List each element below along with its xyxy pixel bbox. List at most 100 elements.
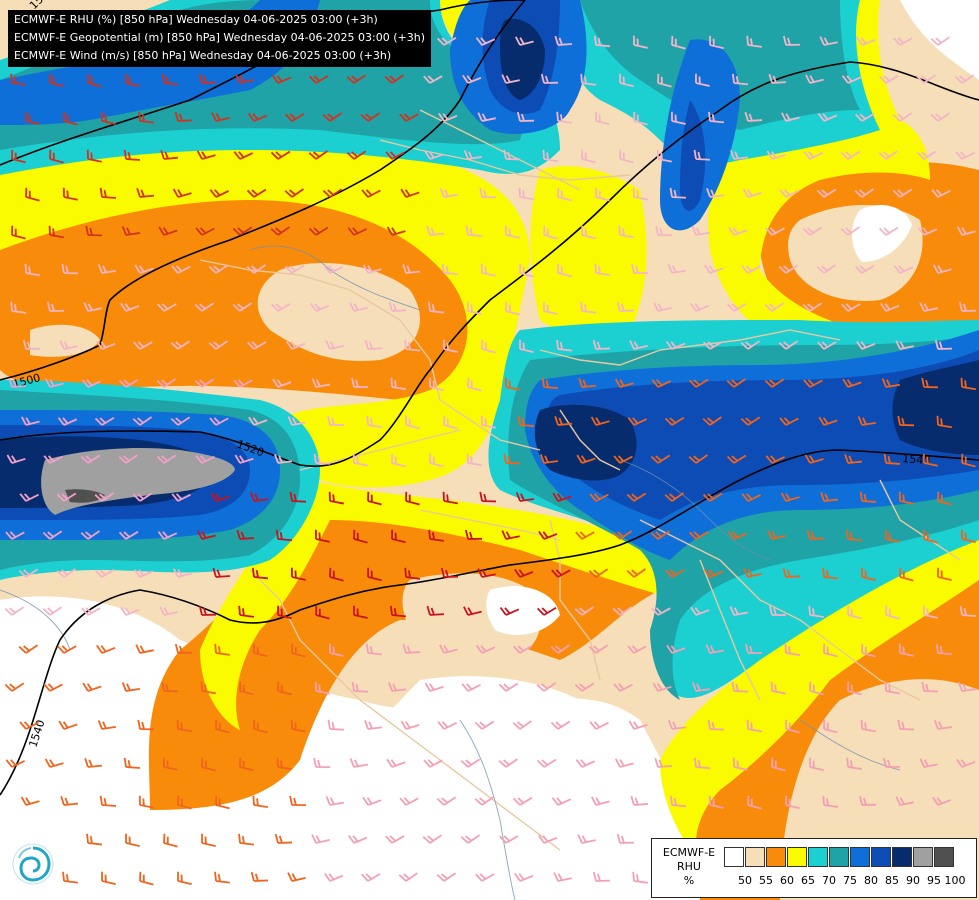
wind-barb xyxy=(498,682,519,692)
title-box: ECMWF-E RHU (%) [850 hPa] Wednesday 04-0… xyxy=(8,10,431,67)
wind-barb xyxy=(424,150,444,160)
geopotential-contours xyxy=(0,0,979,796)
wind-barb xyxy=(916,150,937,160)
legend-swatch xyxy=(745,847,765,867)
wind-barb xyxy=(961,453,976,468)
wind-barb xyxy=(823,719,838,734)
wind-barb xyxy=(626,492,647,502)
wind-barb xyxy=(386,226,406,236)
wind-barb xyxy=(667,264,686,274)
wind-barb xyxy=(8,377,27,388)
wind-barb xyxy=(593,35,611,48)
wind-barb xyxy=(210,492,230,502)
wind-barb xyxy=(25,187,40,202)
wind-barb xyxy=(652,682,672,692)
wind-barb xyxy=(931,189,951,198)
wind-barb xyxy=(208,340,229,350)
wind-barb xyxy=(627,417,648,426)
wind-barb xyxy=(954,74,975,84)
wind-barb xyxy=(556,339,573,352)
wind-barb xyxy=(118,454,138,464)
wind-barb xyxy=(922,453,938,467)
wind-barb xyxy=(590,796,610,806)
wind-barb xyxy=(171,265,191,274)
wind-barb xyxy=(209,189,230,198)
wind-barb xyxy=(388,301,407,312)
wind-barb xyxy=(883,453,901,465)
wind-barb xyxy=(581,225,596,240)
wind-barb xyxy=(804,454,824,464)
wind-barb xyxy=(840,226,861,236)
wind-barb xyxy=(58,720,78,730)
wind-barb xyxy=(619,149,634,164)
wind-barb xyxy=(784,643,800,656)
wind-barb xyxy=(499,607,520,616)
wind-barb xyxy=(329,643,344,657)
wind-barb xyxy=(846,529,863,542)
wind-barb xyxy=(366,415,382,428)
wind-barb xyxy=(84,757,103,768)
wind-barb xyxy=(592,339,611,350)
wind-barb xyxy=(709,35,724,50)
wind-barb xyxy=(460,834,481,844)
wind-barb xyxy=(56,492,77,502)
wind-barb xyxy=(669,187,687,199)
wind-barb xyxy=(841,75,862,84)
wind-barb xyxy=(61,263,79,275)
wind-barb xyxy=(194,378,215,388)
wind-barb xyxy=(475,873,495,882)
wind-barb xyxy=(512,796,533,806)
wind-barb xyxy=(136,187,155,198)
wind-barb xyxy=(236,529,255,540)
wind-barb xyxy=(847,681,862,696)
contour-1520 xyxy=(0,61,979,468)
wind-barb xyxy=(174,643,193,654)
wind-barb xyxy=(514,568,534,578)
legend-swatch xyxy=(871,847,891,867)
wind-barb xyxy=(512,644,533,654)
title-wind: ECMWF-E Wind (m/s) [850 hPa] Wednesday 0… xyxy=(14,49,392,62)
wind-barb xyxy=(361,189,381,198)
ecmwf-logo-icon xyxy=(11,842,55,886)
wind-barb xyxy=(404,339,421,352)
wind-barb xyxy=(246,188,267,198)
wind-barb xyxy=(782,567,801,578)
contour-1540 xyxy=(0,449,979,796)
wind-barb xyxy=(898,643,914,657)
wind-barb xyxy=(439,188,458,198)
wind-barb xyxy=(361,873,381,882)
wind-barb xyxy=(557,187,572,202)
wind-barb xyxy=(897,719,915,731)
legend-swatch xyxy=(913,847,933,867)
wind-barb xyxy=(505,301,520,316)
wind-barb xyxy=(19,721,39,730)
wind-barb xyxy=(284,264,305,274)
wind-barb xyxy=(504,377,520,391)
wind-barb xyxy=(705,644,724,654)
wind-barb xyxy=(311,378,330,388)
wind-barb xyxy=(884,681,900,695)
rhu-band-95-100 xyxy=(65,489,105,503)
wind-barb xyxy=(878,226,899,236)
wind-barb xyxy=(123,149,141,161)
wind-barb xyxy=(404,567,420,580)
wind-barb xyxy=(272,378,292,388)
wind-barb xyxy=(575,531,595,540)
wind-barb xyxy=(844,453,863,464)
wind-barb xyxy=(287,416,306,426)
wind-barb xyxy=(325,796,344,806)
wind-barb xyxy=(239,681,254,696)
wind-barb xyxy=(702,492,723,502)
wind-barb xyxy=(442,491,458,505)
wind-barb xyxy=(10,301,26,314)
wind-barb xyxy=(742,188,762,198)
wind-barb xyxy=(327,719,345,731)
wind-barb xyxy=(803,379,823,388)
wind-barb xyxy=(195,455,215,464)
wind-barb xyxy=(840,150,861,160)
wind-barb xyxy=(429,453,444,468)
wind-barb xyxy=(930,112,951,122)
wind-barb xyxy=(881,378,900,388)
wind-barb xyxy=(536,606,557,616)
wind-barb xyxy=(18,568,39,578)
